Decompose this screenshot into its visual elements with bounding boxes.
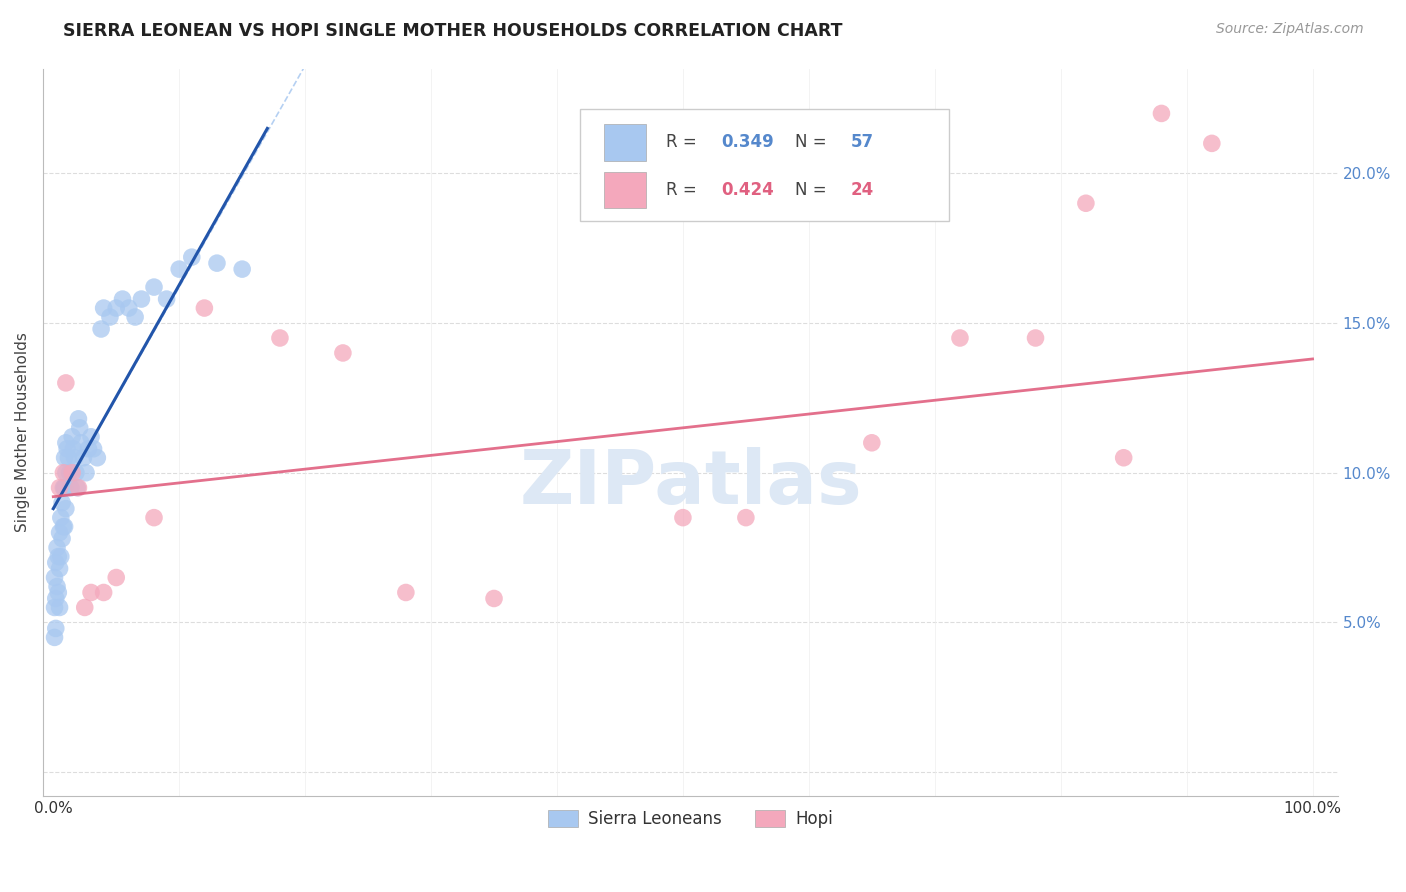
Point	[80, 585, 103, 599]
Point	[60, 466, 83, 480]
Text: R =: R =	[666, 181, 702, 199]
Point	[52, 466, 75, 480]
Point	[52, 481, 75, 495]
Point	[167, 262, 190, 277]
Point	[46, 549, 69, 564]
Text: R =: R =	[666, 134, 702, 152]
Point	[56, 442, 79, 456]
Point	[72, 450, 94, 465]
Point	[332, 346, 354, 360]
Point	[48, 561, 70, 575]
Point	[180, 250, 202, 264]
Point	[49, 510, 72, 524]
Point	[65, 466, 87, 480]
Point	[860, 435, 883, 450]
Point	[70, 435, 93, 450]
Point	[44, 570, 66, 584]
Point	[395, 585, 418, 599]
Point	[45, 622, 67, 636]
Point	[205, 256, 228, 270]
FancyBboxPatch shape	[603, 124, 647, 161]
Point	[231, 262, 253, 277]
Point	[55, 466, 77, 480]
Point	[86, 450, 108, 465]
Point	[735, 510, 758, 524]
Point	[672, 510, 695, 524]
Point	[67, 481, 90, 495]
Point	[62, 442, 84, 456]
Point	[55, 501, 77, 516]
Point	[45, 591, 67, 606]
Point	[1150, 106, 1173, 120]
Text: N =: N =	[796, 134, 832, 152]
Point	[51, 532, 73, 546]
FancyBboxPatch shape	[603, 171, 647, 208]
FancyBboxPatch shape	[581, 109, 949, 221]
Point	[105, 301, 128, 315]
Point	[155, 292, 177, 306]
Point	[73, 600, 96, 615]
Text: N =: N =	[796, 181, 832, 199]
Point	[59, 481, 82, 495]
Point	[75, 466, 97, 480]
Point	[1112, 450, 1135, 465]
Point	[63, 450, 86, 465]
Point	[46, 541, 69, 555]
Text: SIERRA LEONEAN VS HOPI SINGLE MOTHER HOUSEHOLDS CORRELATION CHART: SIERRA LEONEAN VS HOPI SINGLE MOTHER HOU…	[63, 22, 842, 40]
Point	[143, 280, 166, 294]
Point	[48, 481, 70, 495]
Point	[193, 301, 215, 315]
Point	[53, 481, 76, 495]
Text: 57: 57	[851, 134, 875, 152]
Point	[482, 591, 505, 606]
Text: ZIPatlas: ZIPatlas	[519, 447, 862, 520]
Point	[949, 331, 972, 345]
Point	[58, 450, 80, 465]
Point	[46, 580, 69, 594]
Text: Source: ZipAtlas.com: Source: ZipAtlas.com	[1216, 22, 1364, 37]
Text: 0.349: 0.349	[721, 134, 775, 152]
Point	[52, 519, 75, 533]
Point	[55, 376, 77, 390]
Point	[1025, 331, 1047, 345]
Point	[59, 466, 82, 480]
Point	[44, 600, 66, 615]
Point	[143, 510, 166, 524]
Legend: Sierra Leoneans, Hopi: Sierra Leoneans, Hopi	[541, 804, 839, 835]
Point	[1074, 196, 1097, 211]
Point	[51, 496, 73, 510]
Point	[93, 301, 115, 315]
Point	[93, 585, 115, 599]
Text: 24: 24	[851, 181, 875, 199]
Point	[98, 310, 121, 324]
Point	[269, 331, 291, 345]
Point	[46, 585, 69, 599]
Point	[49, 549, 72, 564]
Point	[90, 322, 112, 336]
Text: 0.424: 0.424	[721, 181, 775, 199]
Point	[1201, 136, 1223, 151]
Y-axis label: Single Mother Households: Single Mother Households	[15, 333, 30, 533]
Point	[83, 442, 105, 456]
Point	[53, 450, 76, 465]
Point	[118, 301, 141, 315]
Point	[69, 421, 91, 435]
Point	[67, 412, 90, 426]
Point	[53, 519, 76, 533]
Point	[111, 292, 134, 306]
Point	[131, 292, 153, 306]
Point	[44, 631, 66, 645]
Point	[48, 525, 70, 540]
Point	[105, 570, 128, 584]
Point	[55, 435, 77, 450]
Point	[80, 430, 103, 444]
Point	[60, 430, 83, 444]
Point	[66, 481, 89, 495]
Point	[45, 556, 67, 570]
Point	[77, 442, 100, 456]
Point	[48, 600, 70, 615]
Point	[124, 310, 146, 324]
